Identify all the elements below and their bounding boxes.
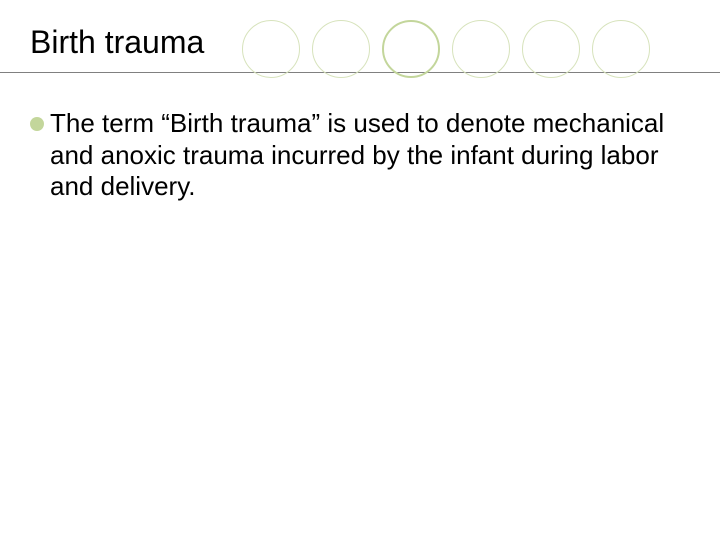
bullet-text: The term “Birth trauma” is used to denot… xyxy=(50,108,680,203)
slide: Birth trauma The term “Birth trauma” is … xyxy=(0,0,720,540)
slide-title: Birth trauma xyxy=(30,20,690,61)
bullet-item: The term “Birth trauma” is used to denot… xyxy=(30,108,680,203)
slide-body: The term “Birth trauma” is used to denot… xyxy=(30,108,680,203)
title-row: Birth trauma xyxy=(30,20,690,80)
bullet-dot-icon xyxy=(30,117,44,131)
